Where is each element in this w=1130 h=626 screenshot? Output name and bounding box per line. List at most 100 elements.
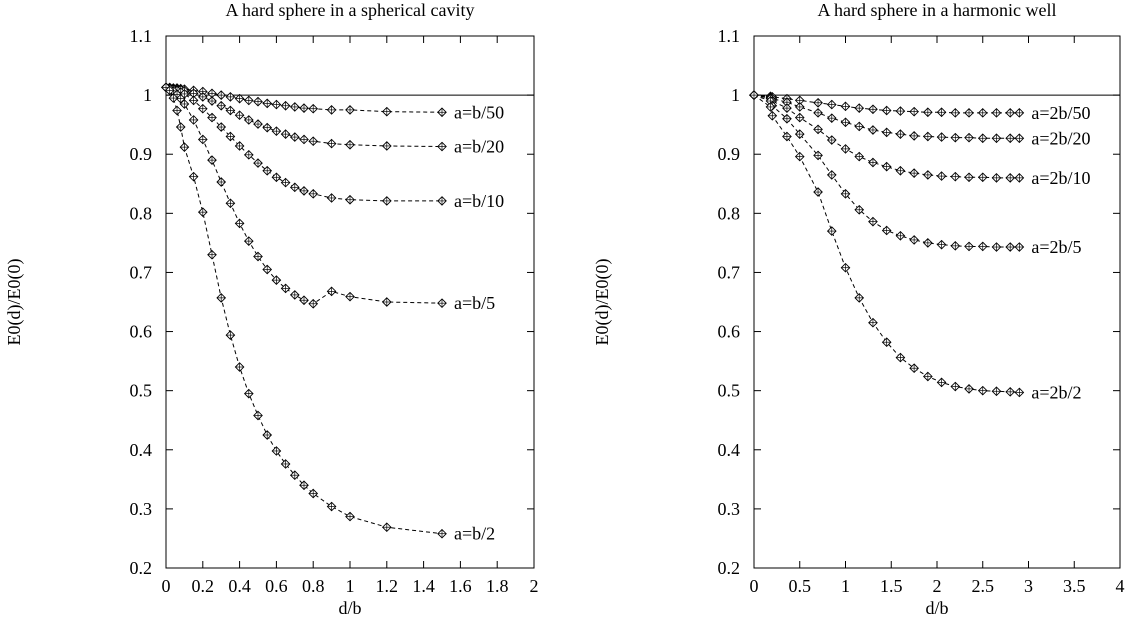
data-point	[188, 171, 199, 182]
data-point	[253, 119, 263, 129]
y-tick-label: 0.8	[718, 203, 741, 223]
data-point	[262, 430, 273, 440]
data-point	[381, 106, 392, 117]
data-point	[840, 144, 851, 154]
data-point	[813, 97, 823, 108]
data-point	[977, 241, 988, 252]
data-point	[381, 522, 392, 533]
data-point	[782, 103, 792, 113]
data-point	[950, 241, 961, 251]
data-point	[179, 142, 190, 152]
data-point	[437, 141, 447, 152]
data-point	[308, 103, 319, 114]
series-a-2b-20: a=2b/20	[749, 90, 1091, 148]
x-tick-label: 1	[346, 576, 355, 596]
data-point	[895, 106, 906, 116]
data-point	[794, 112, 805, 123]
data-point	[895, 352, 906, 363]
data-point	[280, 459, 291, 469]
data-point	[381, 297, 392, 307]
y-tick-label: 0.2	[718, 558, 741, 578]
data-point	[188, 115, 199, 125]
series-a-2b-2: a=2b/2	[749, 90, 1082, 402]
data-point	[826, 113, 837, 124]
data-point	[868, 216, 878, 227]
series-a-2b-5: a=2b/5	[749, 90, 1082, 257]
data-point	[840, 262, 851, 273]
data-point	[881, 337, 892, 348]
x-axis-label: d/b	[338, 598, 361, 618]
data-point	[813, 108, 823, 118]
x-ticks: 0 0.5 1 1.5 2 2.5 3 3.5 4	[750, 36, 1125, 596]
data-point	[826, 226, 837, 236]
data-point	[271, 99, 282, 110]
y-tick-label: 0.9	[718, 144, 741, 164]
data-point	[1014, 108, 1025, 118]
data-point	[794, 102, 805, 112]
data-point	[299, 186, 309, 196]
data-point	[299, 103, 309, 113]
series-label: a=2b/5	[1031, 237, 1081, 257]
data-point	[271, 275, 282, 285]
x-tick-label: 3.5	[1063, 576, 1086, 596]
data-point	[234, 93, 245, 104]
series-a-2b-50: a=2b/50	[749, 90, 1091, 123]
x-tick-label: 1.6	[449, 576, 472, 596]
data-point	[1005, 173, 1016, 183]
x-tick-label: 1.2	[376, 576, 399, 596]
y-tick-label: 0.5	[130, 381, 153, 401]
x-tick-label: 1.4	[412, 576, 435, 596]
series-label: a=2b/10	[1031, 168, 1090, 188]
data-point	[854, 293, 865, 303]
data-point	[308, 298, 319, 309]
data-point	[1014, 173, 1025, 183]
data-point	[253, 251, 263, 262]
data-point	[991, 173, 1002, 183]
x-tick-label: 1.5	[880, 576, 903, 596]
data-point	[1014, 133, 1025, 144]
x-tick-label: 2	[933, 576, 942, 596]
data-point	[289, 182, 300, 193]
data-point	[216, 122, 227, 132]
data-point	[179, 99, 190, 109]
x-tick-label: 0.4	[228, 576, 251, 596]
data-point	[1005, 108, 1016, 118]
data-point	[345, 105, 355, 115]
data-point	[289, 290, 300, 300]
data-point	[207, 155, 217, 165]
x-axis-label: d/b	[925, 598, 948, 618]
y-tick-label: 0.6	[130, 322, 153, 342]
data-point	[909, 168, 919, 178]
data-point	[909, 106, 919, 117]
data-point	[813, 124, 823, 135]
data-point	[437, 196, 447, 206]
data-point	[782, 131, 792, 142]
series-label: a=b/50	[454, 102, 504, 122]
y-tick-label: 0.7	[718, 262, 741, 282]
data-point	[782, 113, 792, 124]
data-point	[881, 127, 892, 138]
data-point	[243, 95, 254, 106]
data-point	[175, 122, 186, 132]
data-point	[991, 108, 1002, 118]
data-point	[253, 158, 263, 168]
data-point	[964, 172, 974, 183]
data-point	[854, 204, 865, 215]
data-point	[234, 218, 245, 229]
data-point	[936, 132, 947, 142]
x-tick-label: 0.2	[192, 576, 215, 596]
data-point	[909, 131, 919, 141]
data-point	[308, 136, 319, 147]
data-point	[234, 141, 245, 151]
data-point	[345, 194, 355, 205]
data-point	[909, 235, 919, 245]
x-tick-label: 0.8	[302, 576, 325, 596]
series-a-b-10: a=b/10	[161, 82, 504, 211]
series-layer: a=b/50 a=b/20 a=b/10 a=b/5 a=b/2	[161, 82, 534, 544]
y-tick-label: 0.2	[130, 558, 153, 578]
series-label: a=2b/20	[1031, 128, 1090, 148]
data-point	[207, 96, 217, 106]
y-tick-label: 0.4	[718, 440, 741, 460]
data-point	[216, 100, 227, 111]
data-point	[950, 381, 961, 392]
